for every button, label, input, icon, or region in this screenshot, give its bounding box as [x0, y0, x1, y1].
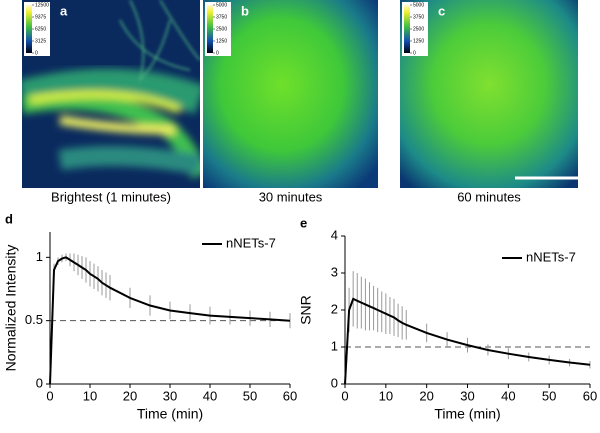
axes	[49, 232, 290, 385]
colorbar-tick-label: 2500	[413, 26, 424, 32]
colorbar-tick-label: 6250	[35, 26, 46, 32]
colorbar-tick-label: 0	[35, 50, 38, 56]
x-tick-label: 40	[203, 388, 217, 403]
y-tick-label: 2	[331, 301, 338, 316]
panel-label: a	[60, 3, 68, 18]
image-b	[203, 0, 378, 188]
panel-label: d	[5, 211, 13, 226]
image-a	[22, 0, 200, 188]
legend-label: nNETs-7	[226, 235, 276, 250]
colorbar-tick-label: 2500	[216, 26, 227, 32]
colorbar-tick-label: 3750	[413, 14, 424, 20]
colorbar: 5000 3750 2500 1250 0	[402, 2, 428, 56]
x-tick-label: 30	[460, 388, 474, 403]
x-axis-label: Time (min)	[434, 406, 500, 422]
colorbar-gradient	[26, 5, 32, 53]
image-caption: 30 minutes	[259, 189, 323, 204]
y-axis-label: SNR	[298, 295, 314, 325]
colorbar-tick-label: 3125	[35, 38, 46, 44]
x-tick-label: 20	[123, 388, 137, 403]
y-tick-label: 3	[331, 264, 338, 279]
colorbar-tick-label: 0	[413, 50, 416, 56]
panel-label: e	[300, 215, 307, 230]
colorbar-tick-label: 1250	[413, 38, 424, 44]
x-tick-label: 40	[501, 388, 515, 403]
axes	[344, 236, 590, 385]
panel-label: b	[241, 3, 249, 18]
y-tick-label: 4	[331, 227, 338, 242]
chart: e 0 10 20 30 40 50 60 0 1 2 3 4 Time (min) SNR nNETs-7	[298, 215, 598, 421]
y-tick-label: 0	[36, 375, 43, 390]
panel-label: c	[438, 3, 445, 18]
x-tick-label: 50	[243, 388, 257, 403]
legend-label: nNETs-7	[526, 249, 576, 264]
data-line	[49, 256, 291, 385]
colorbar-gradient	[207, 5, 213, 53]
x-tick-label: 60	[583, 388, 597, 403]
y-tick-label: 1	[331, 338, 338, 353]
image-caption: 60 minutes	[457, 189, 521, 204]
y-axis-label: Normalized Intensity	[3, 245, 19, 372]
x-tick-label: 30	[163, 388, 177, 403]
y-tick-label: 1	[36, 249, 43, 264]
chart: d 0 10 20 30 40 50 60 0 0.5 1 Time (min) Normalized …	[3, 211, 298, 421]
x-tick-label: 50	[542, 388, 556, 403]
image-caption: Brightest (1 minutes)	[51, 189, 171, 204]
colorbar-tick-label: 5000	[413, 2, 424, 8]
x-tick-label: 20	[419, 388, 433, 403]
colorbar-tick-label: 5000	[216, 2, 227, 8]
x-axis-label: Time (min)	[137, 406, 203, 422]
colorbar-tick-label: 12500	[35, 2, 49, 8]
x-tick-label: 0	[341, 388, 348, 403]
colorbar: 5000 3750 2500 1250 0	[205, 2, 231, 56]
x-tick-label: 10	[83, 388, 97, 403]
colorbar-gradient	[404, 5, 410, 53]
x-tick-label: 0	[46, 388, 53, 403]
y-tick-label: 0	[331, 375, 338, 390]
colorbar-tick-label: 9375	[35, 14, 46, 20]
colorbar-tick-label: 3750	[216, 14, 227, 20]
colorbar-tick-label: 1250	[216, 38, 227, 44]
x-tick-label: 10	[379, 388, 393, 403]
data-line	[344, 297, 591, 385]
colorbar-tick-label: 0	[216, 50, 219, 56]
x-tick-label: 60	[283, 388, 297, 403]
y-tick-label: 0.5	[25, 312, 43, 327]
colorbar: 12500 9375 6250 3125 0	[24, 2, 50, 56]
image-c	[400, 0, 580, 188]
